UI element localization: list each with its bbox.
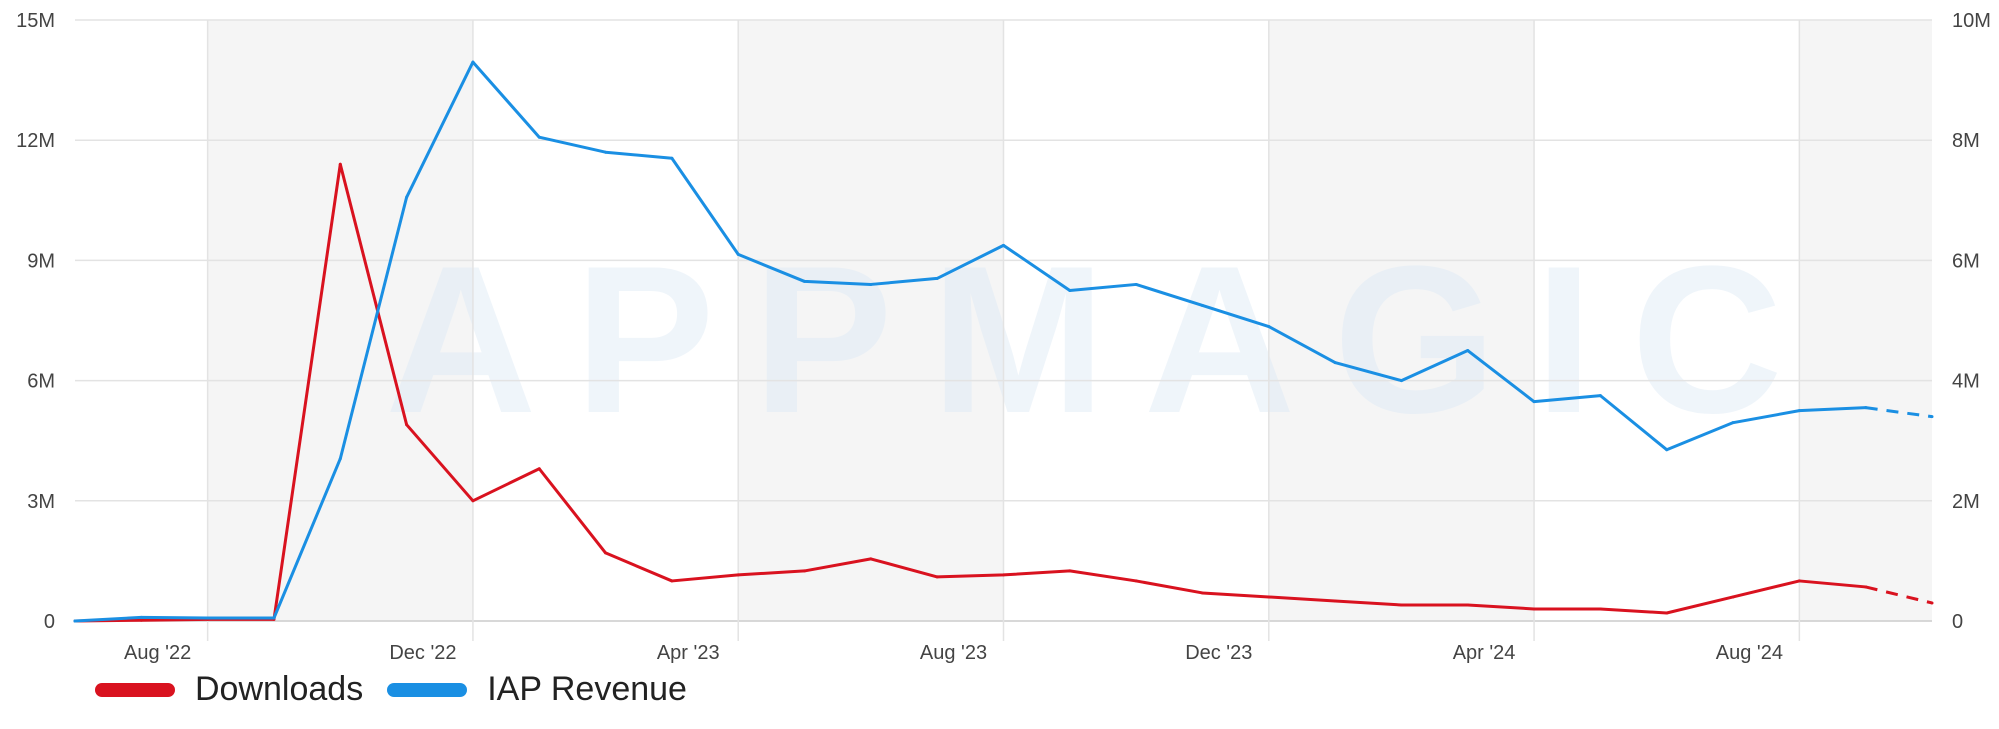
y-left-tick-label: 3M xyxy=(27,491,55,513)
legend-swatch-iap-revenue xyxy=(387,682,468,697)
data-point-downloads xyxy=(405,423,409,427)
data-point-downloads xyxy=(803,569,807,573)
x-tick-label: Dec '22 xyxy=(389,642,456,664)
data-point-downloads xyxy=(736,573,740,577)
legend-item-downloads[interactable]: Downloads xyxy=(95,670,363,709)
legend: Downloads IAP Revenue xyxy=(95,670,711,709)
data-point-iap-revenue xyxy=(1532,400,1536,404)
y-left-tick-label: 9M xyxy=(27,250,55,272)
watermark-text: APPMAGIC xyxy=(385,222,1821,457)
data-point-iap-revenue xyxy=(1731,421,1735,425)
data-point-iap-revenue xyxy=(471,60,475,64)
data-point-downloads xyxy=(1200,591,1204,595)
data-point-iap-revenue xyxy=(935,276,939,280)
data-point-downloads xyxy=(670,579,674,583)
y-axis-left: 0 3M 6M 9M 12M 15M xyxy=(16,10,55,633)
data-point-downloads xyxy=(1532,607,1536,611)
data-point-iap-revenue xyxy=(272,616,276,620)
data-point-iap-revenue xyxy=(73,619,77,623)
grid-lines xyxy=(75,19,1932,641)
data-point-downloads xyxy=(604,551,608,555)
x-axis: Aug '22 Dec '22 Apr '23 Aug '23 Dec '23 Apr '… xyxy=(124,642,1783,664)
data-point-downloads xyxy=(1002,573,1005,577)
data-point-iap-revenue xyxy=(206,616,210,620)
y-right-tick-label: 6M xyxy=(1952,250,1980,272)
data-point-downloads xyxy=(869,557,873,561)
data-point-iap-revenue xyxy=(139,615,143,619)
data-point-iap-revenue xyxy=(1200,303,1204,307)
x-tick-label: Aug '22 xyxy=(124,642,191,664)
data-point-iap-revenue xyxy=(1930,415,1934,419)
y-left-tick-label: 15M xyxy=(16,10,55,32)
y-left-tick-label: 0 xyxy=(44,611,55,633)
y-right-tick-label: 4M xyxy=(1952,371,1980,393)
data-point-downloads xyxy=(1797,579,1801,583)
data-point-iap-revenue xyxy=(338,457,342,461)
data-point-downloads xyxy=(1731,595,1735,599)
x-tick-label: Apr '23 xyxy=(657,642,720,664)
data-point-downloads xyxy=(338,162,342,166)
y-left-tick-label: 6M xyxy=(27,371,55,393)
data-point-iap-revenue xyxy=(1466,349,1470,353)
data-point-iap-revenue xyxy=(1797,409,1801,413)
data-point-downloads xyxy=(471,499,475,503)
data-point-iap-revenue xyxy=(604,150,608,154)
background-band xyxy=(1799,20,1932,621)
series-line-projection-downloads xyxy=(1865,585,1933,605)
series-lines xyxy=(73,60,1934,623)
y-right-tick-label: 10M xyxy=(1952,10,1991,32)
series-line-iap-revenue[interactable] xyxy=(73,60,1868,623)
data-point-downloads xyxy=(1665,611,1669,615)
data-point-iap-revenue xyxy=(537,135,541,139)
data-point-iap-revenue xyxy=(1002,243,1005,247)
data-point-iap-revenue xyxy=(869,282,873,286)
data-point-downloads xyxy=(537,467,541,471)
data-point-iap-revenue xyxy=(736,252,740,256)
data-point-downloads xyxy=(1466,603,1470,607)
legend-item-iap-revenue[interactable]: IAP Revenue xyxy=(387,670,687,709)
data-point-downloads xyxy=(1399,603,1403,607)
data-point-iap-revenue xyxy=(1864,406,1868,410)
background-band xyxy=(1268,20,1535,621)
data-point-downloads xyxy=(1134,579,1138,583)
data-point-iap-revenue xyxy=(1068,288,1072,292)
x-tick-label: Aug '24 xyxy=(1716,642,1783,664)
data-point-iap-revenue xyxy=(1598,394,1602,398)
series-line-downloads[interactable] xyxy=(73,162,1868,623)
data-point-downloads xyxy=(1864,585,1868,589)
data-point-downloads xyxy=(1930,601,1934,605)
data-point-downloads xyxy=(1267,595,1271,599)
y-axis-right: 0 2M 4M 6M 8M 10M xyxy=(1952,10,1991,633)
x-tick-label: Apr '24 xyxy=(1453,642,1516,664)
y-right-tick-label: 0 xyxy=(1952,611,1963,633)
y-right-tick-label: 8M xyxy=(1952,130,1980,152)
data-point-downloads xyxy=(139,618,143,622)
data-point-downloads xyxy=(1598,607,1602,611)
data-point-iap-revenue xyxy=(405,195,409,199)
background-band xyxy=(207,20,473,621)
data-point-iap-revenue xyxy=(1333,361,1337,365)
alternating-background-bands xyxy=(207,20,1932,621)
watermark: APPMAGIC xyxy=(385,222,1821,457)
legend-label-downloads: Downloads xyxy=(195,670,364,708)
data-point-downloads xyxy=(1068,569,1072,573)
background-band xyxy=(738,20,1004,621)
data-point-iap-revenue xyxy=(670,156,674,160)
series-line-projection-iap-revenue xyxy=(1865,406,1933,419)
legend-label-iap-revenue: IAP Revenue xyxy=(487,670,687,708)
data-point-downloads xyxy=(935,575,939,579)
x-tick-label: Aug '23 xyxy=(920,642,987,664)
y-right-tick-label: 2M xyxy=(1952,491,1980,513)
legend-swatch-downloads xyxy=(95,682,175,697)
x-tick-label: Dec '23 xyxy=(1185,642,1252,664)
data-point-iap-revenue xyxy=(803,279,807,283)
y-left-tick-label: 12M xyxy=(16,130,55,152)
data-point-iap-revenue xyxy=(1665,448,1669,452)
data-point-downloads xyxy=(1333,599,1337,603)
data-point-iap-revenue xyxy=(1399,379,1403,383)
data-point-iap-revenue xyxy=(1267,325,1271,329)
data-point-iap-revenue xyxy=(1134,282,1138,286)
